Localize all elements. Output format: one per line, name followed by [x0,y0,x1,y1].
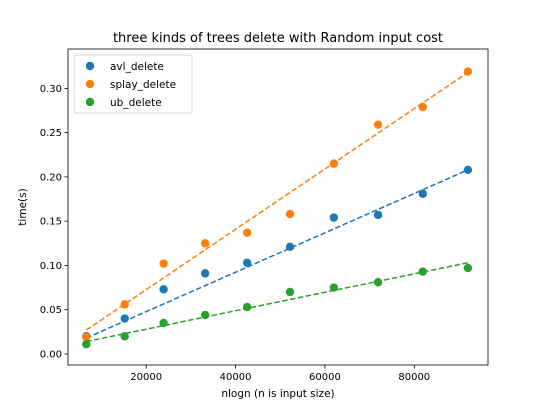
avl-delete-trend-line [86,169,469,339]
legend-marker [85,79,95,89]
legend-label: ub_delete [110,97,162,109]
splay-delete-point [120,300,129,309]
ub-delete-point [159,318,168,328]
y-axis: 0.00 0.05 0.10 0.15 0.20 0.25 0.30 [40,84,68,360]
splay-delete-point [82,332,91,342]
splay-delete-point [418,102,427,112]
avl-delete-point [463,165,473,175]
avl-delete-point [120,314,129,323]
x-axis-label: nlogn (n is input size) [221,388,334,400]
legend-box [73,54,193,114]
y-axis-label: time(s) [17,188,29,225]
x-tick-label: 60000 [309,372,341,383]
ub-delete-point [285,287,295,297]
y-tick-label: 0.30 [40,84,62,95]
ub-delete-point [82,339,91,349]
y-tick-label: 0.15 [40,217,62,228]
splay-delete-point [373,120,383,129]
legend-label: avl_delete [110,61,164,73]
avl-delete-point [373,210,383,220]
y-tick-label: 0.25 [40,128,62,139]
axes-frame [67,48,489,366]
ub-delete-trend-line [86,262,469,343]
x-tick-label: 40000 [220,372,252,383]
splay-delete-point [159,259,168,268]
splay-delete-point [329,159,339,168]
x-tick-label: 20000 [130,372,162,383]
avl-delete-point [242,258,252,267]
y-tick-label: 0.00 [40,349,62,360]
avl-delete-point [285,242,295,252]
x-tick-label: 80000 [398,372,430,383]
avl-delete-point [418,189,427,198]
legend-label: splay_delete [110,79,176,91]
avl-delete-point [329,213,339,222]
ub-delete-point [200,310,210,320]
avl-delete-point [159,285,168,294]
ub-delete-point [418,267,427,276]
splay-delete-point [242,228,252,237]
splay-delete-point [200,239,210,248]
splay-delete-point [463,67,473,76]
ub-delete-point [373,278,383,287]
x-axis: 20000 40000 60000 80000 [130,365,430,383]
splay-delete-point [285,209,295,219]
chart-title: three kinds of trees delete with Random … [113,31,443,46]
y-tick-label: 0.20 [40,172,62,183]
avl-delete-point [200,269,210,278]
legend-marker [85,97,95,107]
plot-area [82,67,473,349]
ub-delete-point [120,332,129,341]
legend: avl_delete splay_delete ub_delete [73,54,193,114]
ub-delete-point [242,302,252,312]
ub-delete-point [463,263,473,273]
splay-delete-trend-line [85,71,469,331]
y-tick-label: 0.10 [40,261,62,272]
y-tick-label: 0.05 [40,305,62,316]
ub-delete-point [329,283,339,292]
legend-marker [85,61,95,71]
